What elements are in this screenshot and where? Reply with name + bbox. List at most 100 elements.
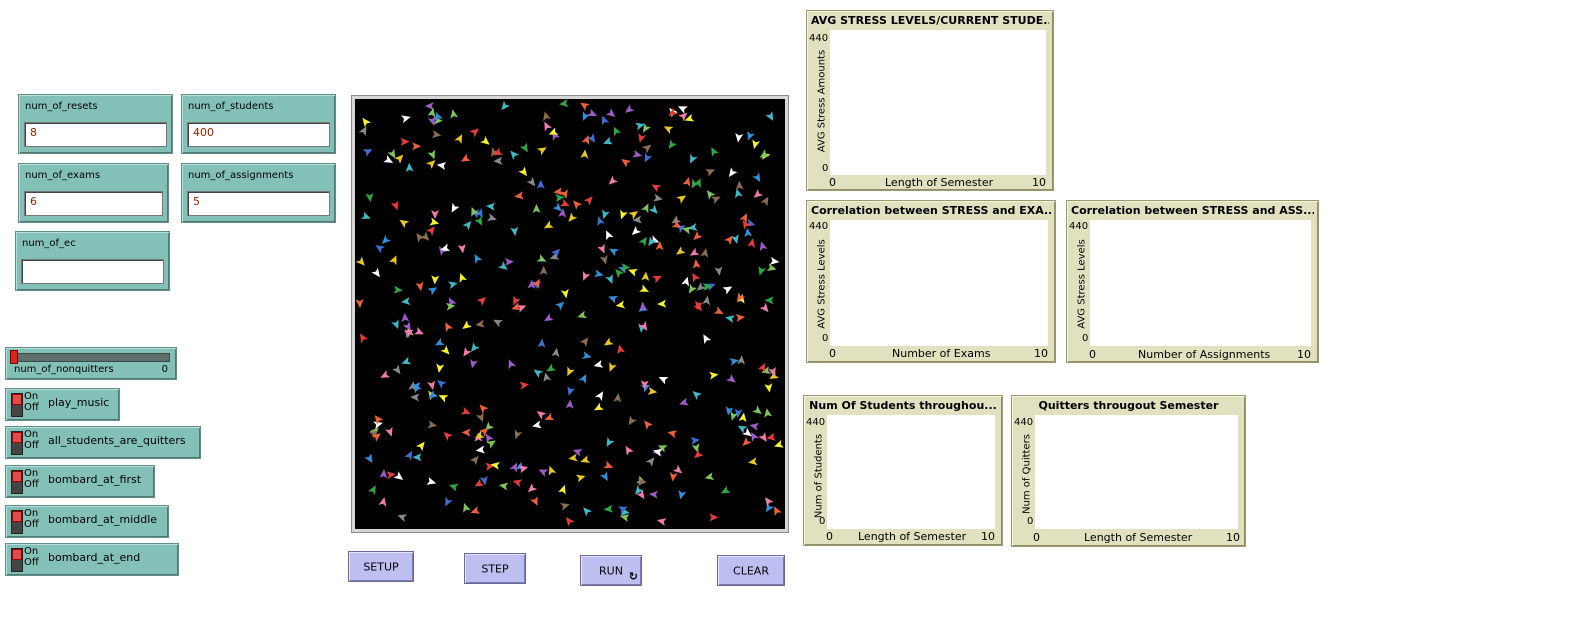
num-of-exams-field[interactable]: 6	[24, 191, 163, 216]
student-agent	[759, 149, 770, 158]
bombard-at-end-switch[interactable]: On Off bombard_at_end	[5, 543, 179, 576]
student-agent	[713, 306, 724, 314]
plot-ymax: 440	[809, 221, 829, 232]
switch-handle[interactable]	[12, 432, 22, 443]
student-agent	[420, 231, 430, 241]
switch-handle[interactable]	[12, 471, 22, 482]
student-agent	[609, 248, 619, 257]
student-agent	[385, 426, 393, 437]
student-agent	[573, 200, 583, 210]
slider-knob[interactable]	[10, 350, 18, 364]
switch-handle[interactable]	[12, 511, 22, 522]
student-agent	[548, 465, 557, 476]
num-of-resets-field[interactable]: 8	[24, 122, 167, 147]
student-agent	[678, 489, 687, 500]
student-agent	[676, 195, 687, 204]
student-agent	[681, 276, 690, 287]
student-agent	[490, 461, 500, 470]
student-agent	[615, 300, 626, 309]
student-agent	[752, 139, 761, 150]
student-agent	[427, 149, 435, 160]
switch-off-label: Off	[24, 440, 39, 451]
student-agent	[578, 374, 587, 384]
student-agent	[431, 130, 442, 139]
student-agent	[397, 514, 408, 522]
plot-xmin: 0	[1033, 531, 1040, 544]
student-agent	[509, 462, 517, 473]
student-agent	[532, 278, 540, 289]
switch-on-label: On	[24, 508, 39, 519]
clear-button[interactable]: CLEAR	[717, 555, 785, 586]
all-students-are-quitters-switch[interactable]: On Off all_students_are_quitters	[5, 426, 201, 459]
student-agent	[514, 191, 524, 200]
student-agent	[555, 194, 565, 202]
student-agent	[558, 208, 567, 218]
student-agent	[381, 234, 392, 245]
student-agent	[536, 147, 547, 156]
student-agent	[428, 389, 439, 399]
student-agent	[682, 176, 691, 187]
switch-handle[interactable]	[12, 549, 22, 560]
student-agent	[640, 203, 649, 214]
student-agent	[655, 241, 664, 251]
switch-on-label: On	[24, 468, 39, 479]
switch-on-label: On	[24, 429, 39, 440]
num-of-nonquitters-slider[interactable]: num_of_nonquitters 0	[5, 347, 177, 380]
student-agent	[692, 259, 701, 269]
student-agent	[648, 204, 658, 214]
play-music-switch[interactable]: On Off play_music	[5, 388, 120, 421]
plot-ymin: 0	[1027, 516, 1034, 527]
student-agent	[691, 443, 700, 453]
bombard-at-middle-switch[interactable]: On Off bombard_at_middle	[5, 505, 169, 538]
num-of-ec-field[interactable]	[21, 259, 164, 284]
student-agent	[671, 219, 682, 228]
student-agent	[474, 254, 483, 264]
student-agent	[676, 246, 686, 255]
student-agent	[558, 484, 566, 495]
student-agent	[634, 485, 644, 495]
student-agent	[402, 321, 411, 331]
student-agent	[766, 263, 777, 272]
student-agent	[368, 430, 379, 439]
student-agent	[470, 358, 478, 369]
world-canvas[interactable]	[355, 99, 785, 529]
student-agent	[640, 384, 651, 393]
num-of-ec-input-box: num_of_ec	[15, 231, 170, 291]
num-of-assignments-field[interactable]: 5	[187, 191, 330, 216]
student-agent	[463, 346, 472, 357]
switch-handle[interactable]	[12, 394, 22, 405]
bombard-at-first-switch[interactable]: On Off bombard_at_first	[5, 465, 155, 498]
student-agent	[653, 193, 663, 202]
student-agent	[383, 155, 394, 163]
student-agent	[387, 148, 396, 159]
student-agent	[704, 472, 715, 481]
student-agent	[480, 135, 490, 145]
student-agent	[445, 322, 453, 333]
num-students-plot: Num Of Students throughou... 440 0 Num o…	[803, 395, 1003, 546]
student-agent	[688, 222, 698, 231]
student-agent	[577, 310, 588, 319]
student-agent	[355, 256, 365, 266]
student-agent	[602, 209, 610, 220]
run-button[interactable]: RUN ↻	[580, 555, 642, 586]
student-agent	[498, 482, 509, 491]
num-of-students-field[interactable]: 400	[187, 122, 330, 147]
setup-button[interactable]: SETUP	[348, 551, 414, 582]
num-of-students-label: num_of_students	[188, 101, 274, 112]
student-agent	[527, 483, 538, 493]
student-agent	[725, 406, 734, 416]
step-button[interactable]: STEP	[464, 553, 526, 584]
plot-ymin: 0	[822, 333, 829, 344]
switch-on-label: On	[24, 546, 39, 557]
run-button-label: RUN	[599, 564, 623, 577]
world-view[interactable]	[351, 95, 789, 533]
slider-label: num_of_nonquitters	[14, 364, 114, 375]
slider-value: 0	[161, 364, 168, 375]
student-agent	[619, 514, 630, 523]
slider-track[interactable]	[11, 353, 170, 362]
student-agent	[726, 373, 736, 383]
student-agent	[497, 261, 508, 270]
student-agent	[689, 247, 700, 256]
student-agent	[583, 196, 593, 206]
student-agent	[593, 359, 604, 368]
